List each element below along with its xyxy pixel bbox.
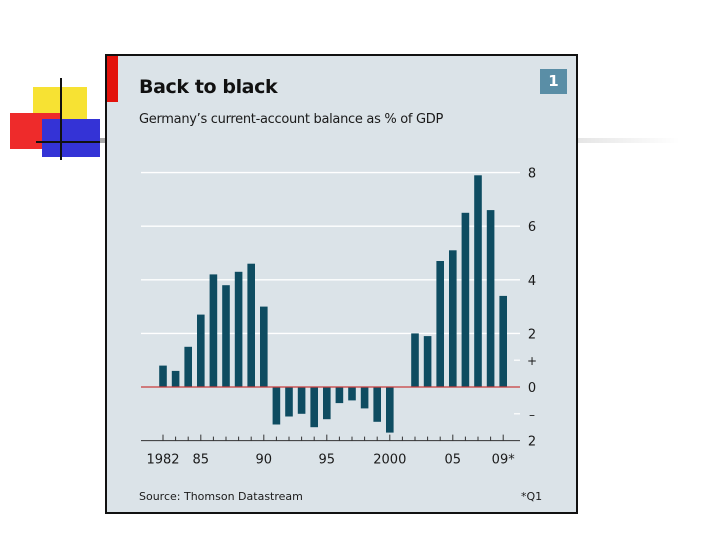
bar-2004 [436, 261, 444, 387]
x-tick-label-2005: 05 [445, 453, 462, 468]
bar-1988 [234, 271, 243, 387]
y-tick-label-8: 8 [528, 167, 536, 182]
y-tick-label-6: 6 [528, 220, 536, 235]
bar-2007 [474, 175, 482, 387]
bar-1989 [247, 263, 255, 387]
bar-1995 [323, 387, 331, 420]
y-tick-labels: 8 6 4 2 +0 – 2 [527, 167, 537, 450]
x-tick-label-1995: 95 [319, 453, 336, 468]
bar-1993 [297, 387, 306, 414]
chart-footnote: *Q1 [521, 490, 543, 503]
bar-1983 [171, 370, 180, 387]
bar-1984 [184, 346, 192, 387]
decor-blue-square [42, 119, 100, 157]
bar-1996 [335, 387, 344, 404]
x-tick-label-1990: 90 [256, 453, 273, 468]
chart-subtitle: Germany’s current-account balance as % o… [139, 112, 444, 127]
y-tick-label-2: 2 [528, 327, 536, 342]
x-tick-label-2000: 2000 [373, 453, 406, 468]
bar-2008 [486, 210, 495, 387]
bar-2003 [423, 336, 432, 387]
chart-accent-tab [107, 56, 118, 102]
bar-1998 [360, 387, 369, 409]
bar-1986 [209, 274, 218, 387]
chart-source: Source: Thomson Datastream [139, 490, 303, 503]
bar-1982 [159, 365, 167, 387]
y-tick-label-0: 0 [528, 381, 536, 396]
bar-1987 [222, 285, 230, 387]
bar-2006 [461, 212, 470, 387]
bar-1992 [285, 387, 293, 417]
bars [159, 175, 507, 433]
x-tick-label-2009: 09* [492, 453, 516, 468]
bar-1990 [260, 306, 268, 387]
y-tick-label-4: 4 [528, 274, 536, 289]
bar-2009 [499, 295, 507, 387]
chart-title: Back to black [139, 76, 278, 98]
bar-1985 [197, 314, 205, 387]
decor-vertical-line [60, 78, 62, 160]
x-tick-label-1982: 1982 [146, 453, 179, 468]
x-tick-label-1985: 85 [193, 453, 210, 468]
y-tick-label--1: – [529, 408, 535, 422]
bar-2005 [449, 250, 457, 387]
chart-panel: Back to black Germany’s current-account … [105, 54, 578, 514]
bar-2002 [411, 333, 419, 387]
chart-plot: 8 6 4 2 +0 – 2 1982 85 90 95 2000 05 09* [141, 167, 537, 468]
bar-1997 [348, 387, 356, 401]
bar-1991 [272, 387, 281, 425]
bar-1994 [310, 387, 318, 428]
y-tick-label-1: + [527, 354, 537, 368]
x-axis [141, 434, 520, 442]
bar-1999 [373, 387, 381, 422]
chart-number-badge: 1 [540, 69, 567, 94]
bar-2000 [386, 387, 394, 433]
x-tick-labels: 1982 85 90 95 2000 05 09* [146, 453, 515, 468]
decor-horizontal-line [36, 141, 108, 143]
y-tick-label--2: 2 [528, 435, 536, 450]
